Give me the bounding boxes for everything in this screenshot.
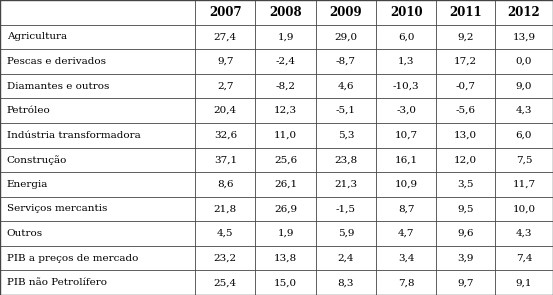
Text: 12,0: 12,0 (454, 155, 477, 164)
Text: 11,0: 11,0 (274, 131, 297, 140)
Text: -8,7: -8,7 (336, 57, 356, 66)
Text: 5,9: 5,9 (338, 229, 354, 238)
Text: 9,1: 9,1 (516, 278, 532, 287)
Text: 1,9: 1,9 (278, 229, 294, 238)
Text: Energia: Energia (7, 180, 48, 189)
Text: 7,4: 7,4 (516, 254, 532, 263)
Text: 2,7: 2,7 (217, 81, 233, 91)
Text: 6,0: 6,0 (516, 131, 532, 140)
Text: 2007: 2007 (209, 6, 242, 19)
Text: 23,8: 23,8 (335, 155, 357, 164)
Text: Pescas e derivados: Pescas e derivados (7, 57, 106, 66)
Text: -3,0: -3,0 (396, 106, 416, 115)
Text: 11,7: 11,7 (513, 180, 535, 189)
Text: 6,0: 6,0 (398, 32, 414, 41)
Text: 9,6: 9,6 (457, 229, 474, 238)
Text: 2008: 2008 (269, 6, 302, 19)
Text: 20,4: 20,4 (214, 106, 237, 115)
Text: 21,3: 21,3 (335, 180, 357, 189)
Text: 13,8: 13,8 (274, 254, 297, 263)
Text: 10,9: 10,9 (395, 180, 418, 189)
Text: -5,6: -5,6 (456, 106, 476, 115)
Text: 21,8: 21,8 (214, 204, 237, 214)
Text: 5,3: 5,3 (338, 131, 354, 140)
Text: 3,9: 3,9 (457, 254, 474, 263)
Text: 13,9: 13,9 (513, 32, 535, 41)
Text: 0,0: 0,0 (516, 57, 532, 66)
Text: 7,5: 7,5 (516, 155, 532, 164)
Text: 9,7: 9,7 (217, 57, 233, 66)
Text: PIB a preços de mercado: PIB a preços de mercado (7, 254, 138, 263)
Text: 12,3: 12,3 (274, 106, 297, 115)
Text: -1,5: -1,5 (336, 204, 356, 214)
Text: 37,1: 37,1 (214, 155, 237, 164)
Text: 2010: 2010 (390, 6, 422, 19)
Text: 10,7: 10,7 (395, 131, 418, 140)
Text: 26,1: 26,1 (274, 180, 297, 189)
Text: PIB não Petrolífero: PIB não Petrolífero (7, 278, 107, 287)
Text: -10,3: -10,3 (393, 81, 420, 91)
Text: 2011: 2011 (450, 6, 482, 19)
Text: 9,2: 9,2 (457, 32, 474, 41)
Text: 9,0: 9,0 (516, 81, 532, 91)
Text: -5,1: -5,1 (336, 106, 356, 115)
Text: 27,4: 27,4 (214, 32, 237, 41)
Text: Outros: Outros (7, 229, 43, 238)
Text: 4,3: 4,3 (516, 229, 532, 238)
Text: 4,3: 4,3 (516, 106, 532, 115)
Text: Construção: Construção (7, 155, 67, 165)
Text: 3,4: 3,4 (398, 254, 414, 263)
Text: Petróleo: Petróleo (7, 106, 50, 115)
Text: 4,7: 4,7 (398, 229, 414, 238)
Text: 10,0: 10,0 (513, 204, 535, 214)
Text: 16,1: 16,1 (395, 155, 418, 164)
Text: 9,5: 9,5 (457, 204, 474, 214)
Text: 25,4: 25,4 (214, 278, 237, 287)
Text: -0,7: -0,7 (456, 81, 476, 91)
Text: 26,9: 26,9 (274, 204, 297, 214)
Text: 8,3: 8,3 (338, 278, 354, 287)
Text: 7,8: 7,8 (398, 278, 414, 287)
Text: 32,6: 32,6 (214, 131, 237, 140)
Text: 1,9: 1,9 (278, 32, 294, 41)
Text: 25,6: 25,6 (274, 155, 297, 164)
Text: 2012: 2012 (508, 6, 540, 19)
Text: Serviços mercantis: Serviços mercantis (7, 204, 107, 214)
Text: 4,5: 4,5 (217, 229, 233, 238)
Text: 15,0: 15,0 (274, 278, 297, 287)
Text: 29,0: 29,0 (335, 32, 357, 41)
Text: 8,6: 8,6 (217, 180, 233, 189)
Text: 23,2: 23,2 (214, 254, 237, 263)
Text: 1,3: 1,3 (398, 57, 414, 66)
Text: 9,7: 9,7 (457, 278, 474, 287)
Text: Agricultura: Agricultura (7, 32, 67, 41)
Text: 2,4: 2,4 (338, 254, 354, 263)
Text: 17,2: 17,2 (454, 57, 477, 66)
Text: 4,6: 4,6 (338, 81, 354, 91)
Text: -2,4: -2,4 (275, 57, 296, 66)
Text: 2009: 2009 (330, 6, 362, 19)
Text: Diamantes e outros: Diamantes e outros (7, 81, 109, 91)
Text: 8,7: 8,7 (398, 204, 414, 214)
Text: -8,2: -8,2 (275, 81, 296, 91)
Text: Indústria transformadora: Indústria transformadora (7, 131, 140, 140)
Text: 13,0: 13,0 (454, 131, 477, 140)
Text: 3,5: 3,5 (457, 180, 474, 189)
